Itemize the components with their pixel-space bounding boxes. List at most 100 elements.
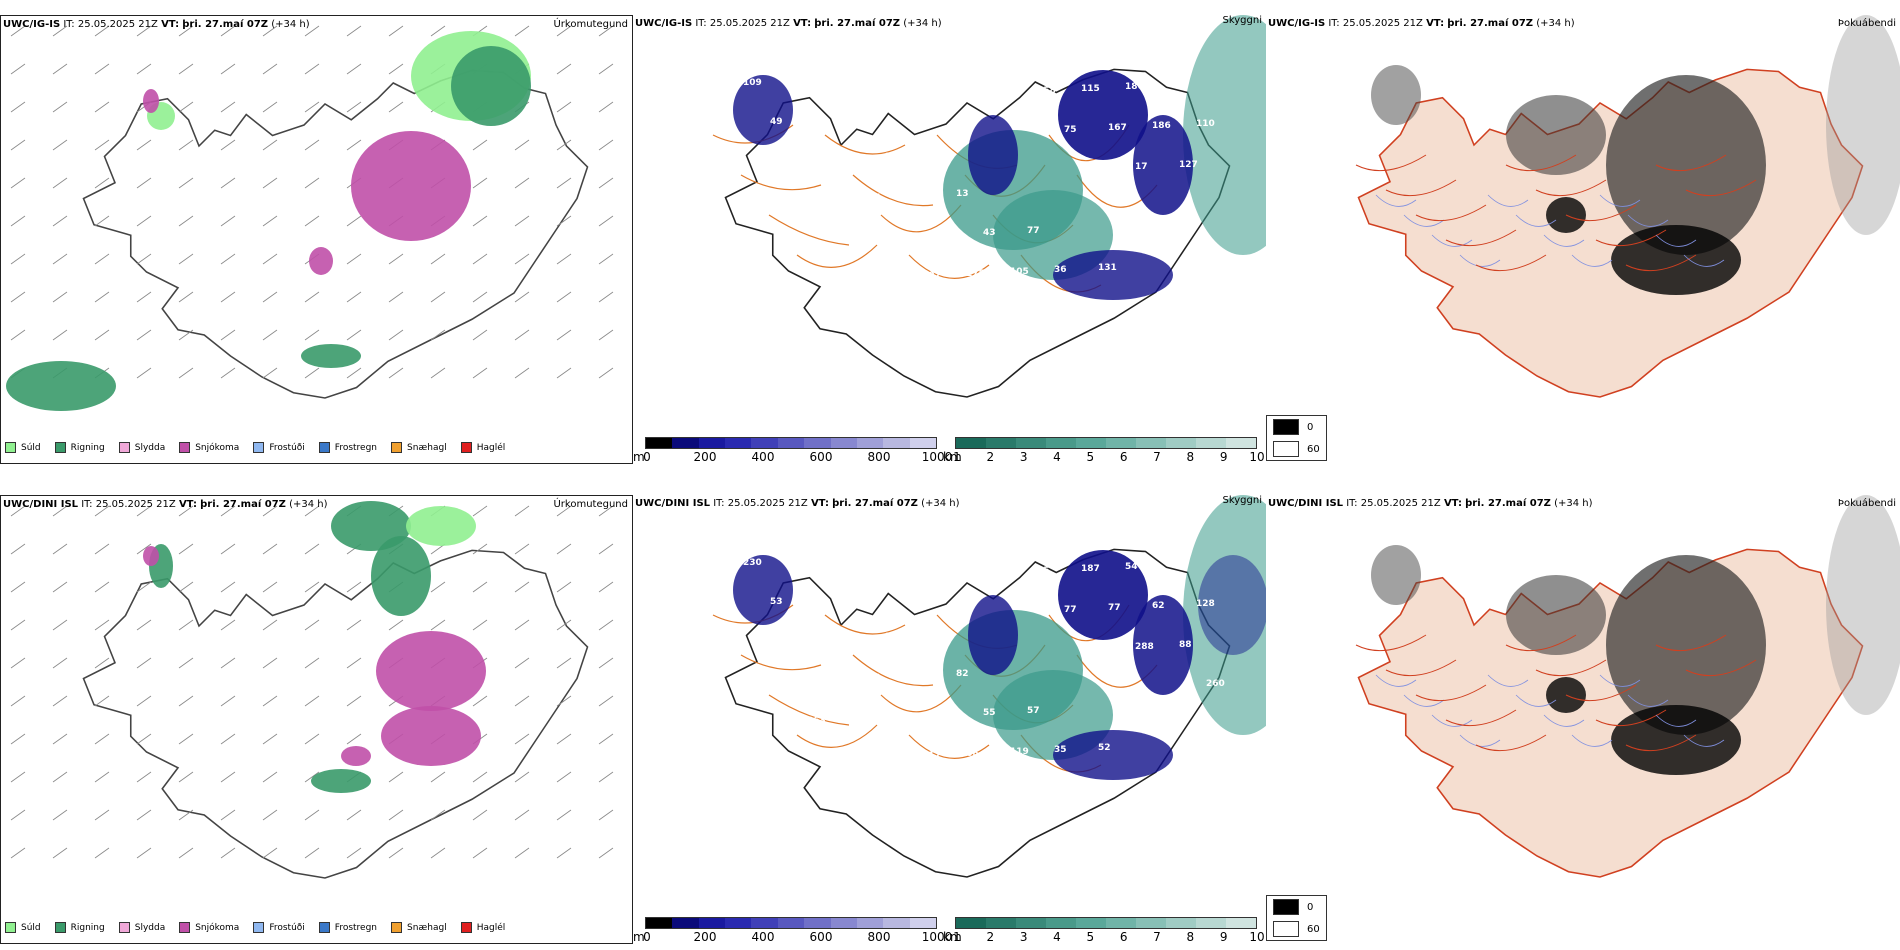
wind-barb: [178, 367, 194, 379]
road-line: [740, 174, 822, 191]
colorbar-segment: [1136, 918, 1166, 928]
wind-barb: [10, 177, 26, 189]
wind-barb: [178, 543, 194, 555]
wind-barb: [262, 63, 278, 75]
wind-barb: [346, 25, 362, 37]
wind-barb: [262, 215, 278, 227]
colorbar-segment: [672, 438, 699, 448]
panel-variable: Skyggni: [1222, 495, 1262, 506]
wind-barb: [10, 505, 26, 517]
wind-barb: [262, 847, 278, 859]
wind-barb: [304, 139, 320, 151]
cloud-base-value: 120: [824, 195, 843, 205]
cloud-base-value: 118: [939, 710, 958, 720]
legend-label: Snæhagl: [407, 442, 447, 453]
road-line: [740, 654, 822, 671]
cloud-base-value: 54: [1125, 562, 1138, 572]
wind-barb: [262, 619, 278, 631]
wind-barb: [52, 139, 68, 151]
wind-barb: [220, 63, 236, 75]
cloud-base-value: 117: [922, 751, 941, 761]
legend-swatch: [5, 922, 16, 933]
colorbar-tick: 600: [809, 450, 833, 464]
legend-swatch: [118, 922, 130, 933]
wind-barb: [262, 771, 278, 783]
wind-barb: [388, 291, 404, 303]
road-line: [1445, 229, 1517, 247]
wind-barb: [136, 215, 152, 227]
cloud-base-value: 128: [1196, 599, 1215, 609]
colorbar-segment: [909, 438, 936, 448]
legend-swatch: [118, 442, 130, 453]
fog-area: [1826, 15, 1900, 235]
road-line: [1505, 154, 1577, 172]
wind-barb: [556, 847, 572, 859]
wind-barb: [514, 25, 530, 37]
visibility-panel-dini: UWC/DINI ISL IT: 25.05.2025 21Z VT: þri.…: [633, 495, 1266, 944]
cloud-base-value: 175: [966, 269, 985, 279]
legend-swatch: [54, 922, 66, 933]
colorbar-segment: [986, 438, 1016, 448]
wind-barb: [262, 695, 278, 707]
legend-swatch: [5, 442, 16, 453]
wind-barb: [94, 329, 110, 341]
iceland-coastline: [724, 548, 1231, 878]
wind-barb: [178, 809, 194, 821]
cloud-base-value: 75: [1064, 125, 1077, 135]
wind-barb: [556, 809, 572, 821]
colorbar-tick: 1: [953, 450, 961, 464]
road-line: [1655, 634, 1727, 652]
legend-swatch: [391, 442, 403, 453]
wind-barb: [472, 329, 488, 341]
cloud-base-value: 167: [1108, 123, 1127, 133]
legend-label: Slydda: [134, 442, 166, 453]
legend-label: Slydda: [134, 922, 166, 933]
wind-barb: [304, 367, 320, 379]
panel-title: UWC/IG-IS IT: 25.05.2025 21Z VT: þri. 27…: [1268, 18, 1575, 29]
cloud-base-value: 185: [851, 714, 870, 724]
cloud-base-area: [1133, 595, 1193, 695]
cloud-base-value: 65: [1037, 566, 1050, 576]
wind-barb: [220, 771, 236, 783]
wind-barb: [346, 329, 362, 341]
wind-barb: [430, 581, 446, 593]
fog-area: [1606, 555, 1766, 735]
legend-item: Snæhagl: [391, 442, 447, 453]
panel-title: UWC/DINI ISL IT: 25.05.2025 21Z VT: þri.…: [3, 499, 328, 510]
wind-barb: [220, 101, 236, 113]
colorbar-tick: 6: [1119, 450, 1128, 464]
wind-barb: [346, 63, 362, 75]
panel-variable: Úrkomutegund: [553, 19, 628, 30]
wind-barb: [388, 771, 404, 783]
cloud-base-value: 207: [922, 271, 941, 281]
colorbar-segment: [1046, 918, 1076, 928]
cloud-base-value: 51: [1169, 80, 1182, 90]
wind-barb: [262, 505, 278, 517]
legend-label: 60: [1307, 923, 1320, 935]
wind-barb: [598, 101, 614, 113]
colorbar-segment: [956, 918, 986, 928]
legend-label: Snjókoma: [195, 922, 240, 933]
legend-label: Haglél: [476, 442, 506, 453]
legend-swatch: [391, 922, 403, 933]
cloud-base-value: 17: [1135, 162, 1148, 172]
road-line: [908, 734, 990, 759]
wind-barb: [556, 177, 572, 189]
river-line: [1683, 734, 1725, 747]
fog-area: [1371, 545, 1421, 605]
wind-barb: [10, 733, 26, 745]
wind-barb: [178, 733, 194, 745]
precip-area: [143, 546, 159, 566]
wind-barb: [304, 581, 320, 593]
wind-barb: [94, 63, 110, 75]
wind-barb: [220, 695, 236, 707]
wind-barb: [52, 215, 68, 227]
wind-barb: [220, 367, 236, 379]
colorbar-segment: [1226, 918, 1256, 928]
wind-barb: [178, 253, 194, 265]
cloud-base-value: 77: [1064, 605, 1077, 615]
wind-barb: [514, 809, 530, 821]
colorbar-segment: [698, 918, 726, 928]
wind-barb: [136, 847, 152, 859]
colorbar-segment: [1106, 918, 1136, 928]
